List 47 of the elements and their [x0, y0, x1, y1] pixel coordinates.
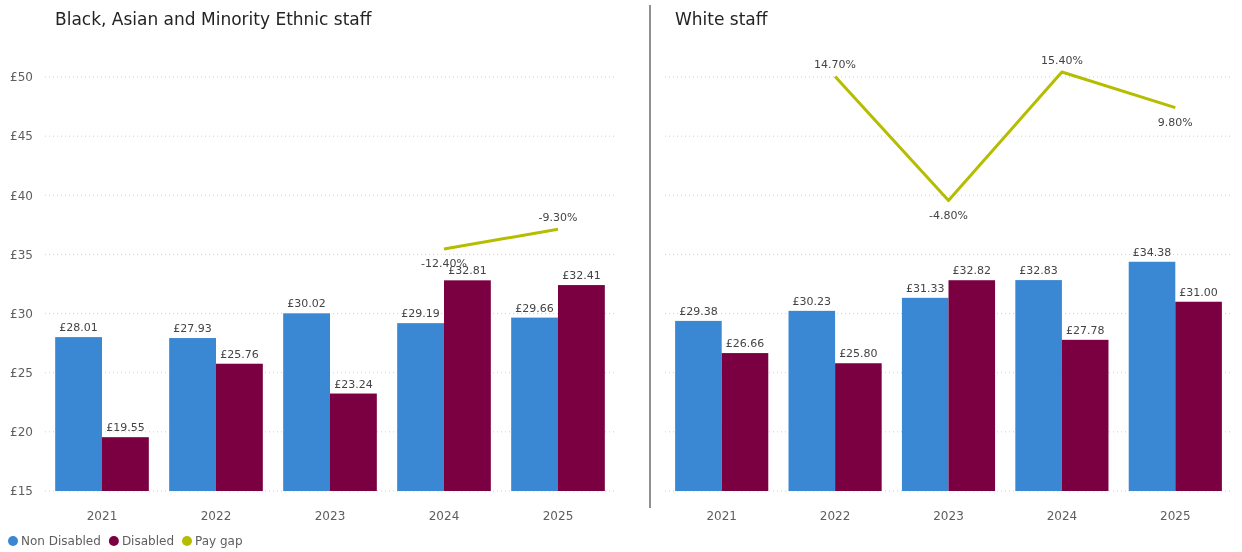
y-tick-label: £35: [10, 247, 33, 262]
y-tick-label: £15: [10, 484, 33, 499]
y-tick-label: £25: [10, 366, 33, 381]
data-label: £19.55: [106, 421, 145, 435]
data-label: £29.66: [515, 301, 554, 315]
legend-label: Disabled: [121, 534, 175, 548]
data-label: £27.78: [1065, 323, 1105, 337]
data-label: £32.83: [1019, 264, 1058, 278]
legend-label: Non Disabled: [21, 534, 101, 548]
y-tick-label: £45: [10, 129, 33, 144]
data-label: 14.70%: [814, 58, 857, 72]
data-label: £23.24: [334, 377, 373, 391]
data-label: 15.40%: [1040, 54, 1083, 67]
x-tick-label: 2023: [314, 508, 346, 523]
data-label: £34.38: [1132, 245, 1172, 259]
chart-title: Black, Asian and Minority Ethnic staff: [55, 9, 373, 29]
data-label: £25.80: [839, 347, 878, 361]
x-tick-label: 2021: [86, 508, 118, 523]
y-tick-label: £30: [10, 306, 33, 321]
data-label: £30.02: [287, 297, 326, 311]
x-tick-label: 2022: [819, 508, 851, 523]
data-label: -4.80%: [929, 208, 968, 222]
x-tick-label: 2022: [200, 508, 232, 523]
data-label: 9.80%: [1157, 115, 1193, 129]
y-tick-label: £20: [10, 425, 33, 440]
data-label: £28.01: [59, 321, 98, 335]
data-label: -9.30%: [538, 211, 578, 225]
data-label: £31.00: [1179, 285, 1218, 299]
x-tick-label: 2025: [542, 508, 574, 523]
y-tick-label: £50: [10, 70, 33, 85]
x-tick-label: 2023: [933, 508, 964, 523]
data-label: £29.19: [401, 307, 440, 321]
data-label: £27.93: [173, 322, 212, 336]
x-tick-label: 2025: [1160, 508, 1191, 523]
x-tick-label: 2024: [1046, 508, 1078, 523]
x-tick-label: 2024: [428, 508, 460, 523]
data-label: £31.33: [905, 281, 945, 295]
data-label: £30.23: [792, 294, 832, 308]
legend-label: Pay gap: [195, 534, 243, 548]
data-label: £32.41: [562, 269, 601, 283]
x-tick-label: 2021: [706, 508, 737, 523]
y-tick-label: £40: [10, 188, 33, 203]
data-label: £26.66: [725, 337, 765, 351]
data-label: £25.76: [220, 347, 259, 361]
data-label: £29.38: [679, 304, 718, 318]
chart-title: White staff: [675, 9, 769, 29]
data-label: £32.82: [952, 264, 992, 278]
